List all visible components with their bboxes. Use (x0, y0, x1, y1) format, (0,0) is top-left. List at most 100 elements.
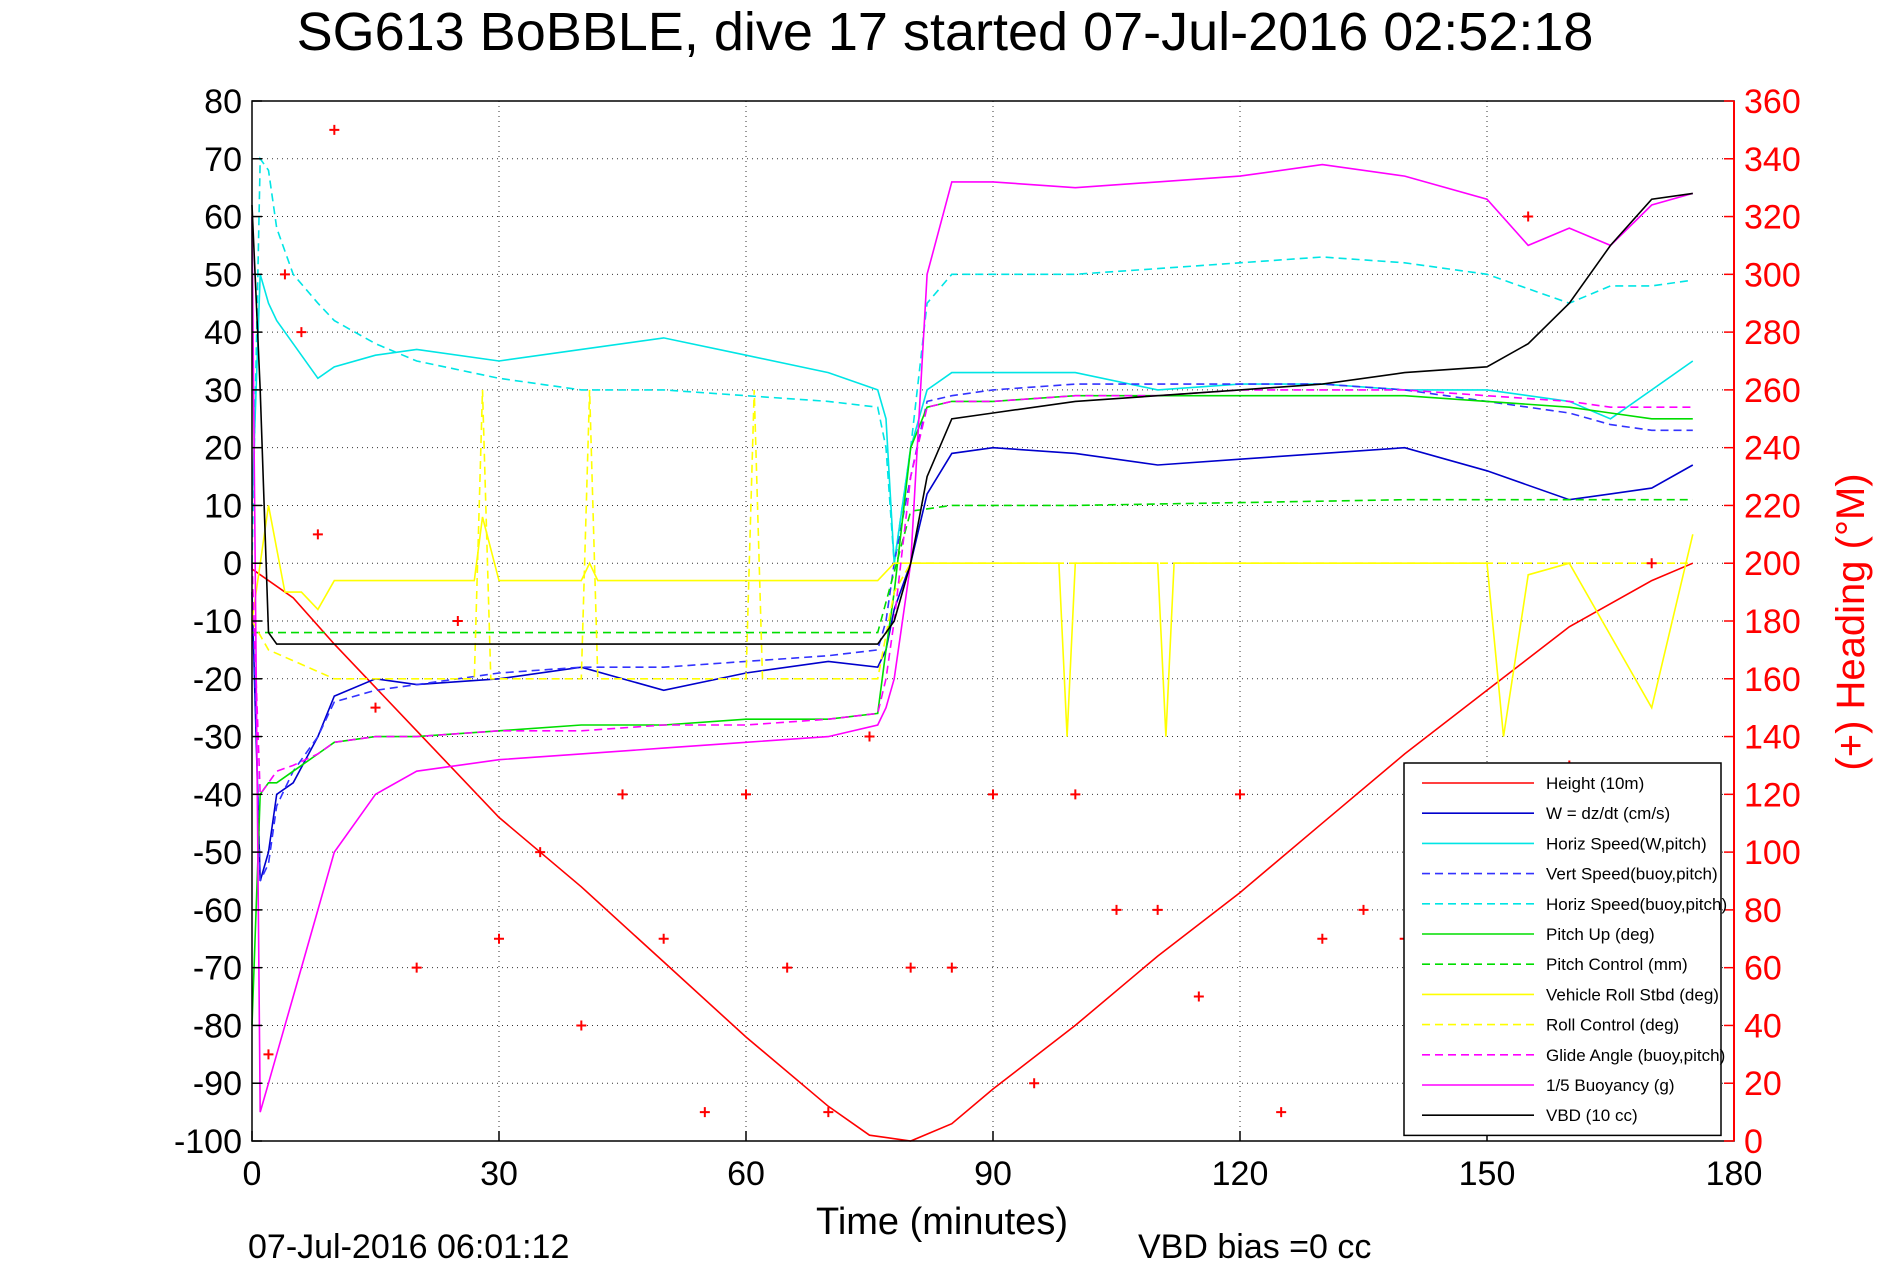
y-tick-label: 30 (204, 372, 242, 410)
heading-point (494, 933, 504, 944)
heading-point (312, 529, 323, 540)
legend-box (1403, 762, 1722, 1137)
y-tick-label: 50 (204, 256, 242, 294)
x-tick-label: 120 (1212, 1155, 1269, 1193)
y2-tick-label: 120 (1744, 776, 1801, 814)
legend-label: Vert Speed(buoy,pitch) (1546, 865, 1718, 884)
heading-point (699, 1107, 710, 1118)
y-tick-label: 10 (204, 487, 242, 525)
heading-point (617, 789, 628, 800)
legend: Height (10m) W = dz/dt (cm/s) Horiz Speed(… (1403, 762, 1727, 1137)
legend-label: Height (10m) (1546, 774, 1644, 793)
y-tick-label: 0 (223, 545, 242, 583)
y-tick-label: -60 (193, 892, 242, 930)
x-tick-label: 180 (1706, 1155, 1763, 1193)
y-tick-label: -10 (193, 603, 242, 641)
heading-point (279, 269, 290, 280)
y-tick-label: 70 (204, 141, 242, 179)
series-pitch-control-mm (252, 498, 1693, 634)
x-tick-label: 150 (1459, 1155, 1516, 1193)
y-tick-label: -40 (193, 776, 242, 814)
y2-tick-label: 180 (1744, 603, 1801, 641)
x-tick-label: 30 (480, 1155, 518, 1193)
chart-title: SG613 BoBBLE, dive 17 started 07-Jul-201… (297, 2, 1594, 62)
y-tick-label: 60 (204, 199, 242, 237)
heading-point (263, 1049, 274, 1060)
y2-tick-label: 140 (1744, 719, 1801, 757)
heading-point (988, 789, 998, 800)
y2-tick-label: 320 (1744, 199, 1801, 237)
x-axis-label: Time (minutes) (816, 1201, 1068, 1243)
y2-axis-ticks: 0 20 40 60 80 100 120 140 160 180 200 220 240 260 280 3… (1724, 83, 1801, 1161)
heading-point (1523, 211, 1534, 222)
legend-label: VBD (10 cc) (1546, 1106, 1638, 1125)
y-tick-label: 40 (204, 314, 242, 352)
y-axis-ticks: -100-90-80-70-60-50-40-30-20-10010203040… (174, 83, 262, 1161)
y2-tick-label: 240 (1744, 430, 1801, 468)
series-vbd-10-cc (251, 192, 1693, 645)
heading-point (1276, 1107, 1287, 1118)
series-height-10m (251, 562, 1694, 1142)
x-axis-ticks: 0 30 60 90 120 150 180 (243, 1131, 1763, 1193)
y2-tick-label: 220 (1744, 487, 1801, 525)
y2-tick-label: 0 (1744, 1123, 1763, 1161)
series-1-5-buoyancy-g (251, 163, 1694, 1113)
heading-point (905, 962, 916, 973)
heading-point (1317, 933, 1328, 944)
x-tick-label: 0 (243, 1155, 262, 1193)
plot-series (251, 124, 1694, 1142)
y2-tick-label: 260 (1744, 372, 1801, 410)
legend-label: Pitch Control (mm) (1546, 955, 1688, 974)
heading-point (452, 616, 463, 626)
heading-point (370, 702, 381, 713)
y-tick-label: -90 (193, 1065, 242, 1103)
y-tick-label: -100 (174, 1123, 242, 1161)
heading-point (1029, 1078, 1040, 1089)
series-vehicle-roll-stbd-deg (251, 505, 1694, 737)
y2-axis-label: (+) Heading (°M) (1829, 473, 1873, 770)
heading-point (411, 962, 422, 973)
heading-point (576, 1020, 587, 1031)
heading-point (823, 1107, 834, 1118)
footer-timestamp: 07-Jul-2016 06:01:12 (248, 1228, 569, 1262)
y2-tick-label: 80 (1744, 892, 1782, 930)
heading-point (946, 962, 957, 973)
y-tick-label: -20 (193, 661, 242, 699)
y2-tick-label: 160 (1744, 661, 1801, 699)
y-tick-label: -30 (193, 719, 242, 757)
y2-tick-label: 280 (1744, 314, 1801, 352)
y-tick-label: -70 (193, 950, 242, 988)
heading-point (1646, 558, 1657, 569)
legend-label: Glide Angle (buoy,pitch) (1546, 1046, 1725, 1065)
heading-point (1111, 904, 1122, 915)
heading-point (1358, 904, 1369, 915)
heading-point (1193, 991, 1204, 1002)
heading-point (1070, 789, 1081, 800)
series-horiz-speed-buoy-pitch (251, 156, 1693, 564)
legend-label: Horiz Speed(W,pitch) (1546, 834, 1707, 853)
legend-label: 1/5 Buoyancy (g) (1546, 1076, 1675, 1095)
x-tick-label: 60 (727, 1155, 765, 1193)
legend-label: Horiz Speed(buoy,pitch) (1546, 895, 1727, 914)
y-tick-label: -50 (193, 834, 242, 872)
legend-label: Vehicle Roll Stbd (deg) (1546, 985, 1719, 1004)
y2-tick-label: 360 (1744, 83, 1801, 121)
heading-point (329, 124, 340, 135)
y2-tick-label: 20 (1744, 1065, 1782, 1103)
legend-label: Pitch Up (deg) (1546, 925, 1655, 944)
footer-vbd-bias: VBD bias =0 cc (1138, 1228, 1371, 1262)
heading-point (535, 847, 546, 858)
heading-point (782, 962, 793, 973)
series-glide-angle-buoy-pitch (251, 389, 1693, 797)
heading-point (658, 933, 669, 944)
legend-label: Roll Control (deg) (1546, 1016, 1679, 1035)
legend-label: W = dz/dt (cm/s) (1546, 804, 1670, 823)
heading-point (864, 731, 875, 742)
y2-tick-label: 340 (1744, 141, 1801, 179)
x-tick-label: 90 (974, 1155, 1012, 1193)
y-tick-label: -80 (193, 1007, 242, 1045)
y-tick-label: 20 (204, 430, 242, 468)
heading-point (741, 789, 751, 800)
heading-point (1152, 904, 1163, 915)
y-tick-label: 80 (204, 83, 242, 121)
